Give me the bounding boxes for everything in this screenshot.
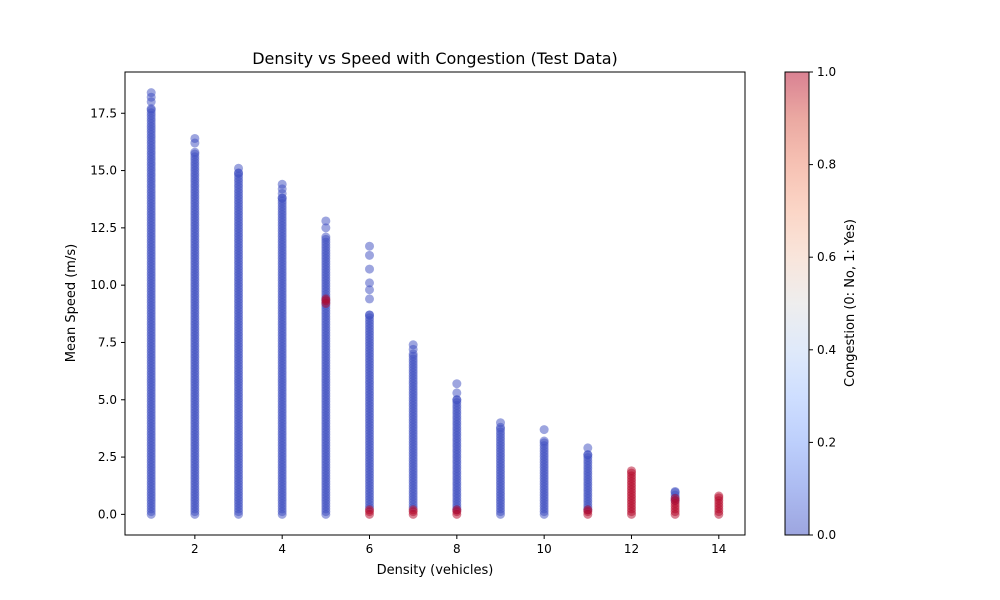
colorbar-ticks: 0.0 0.2 0.4 0.6 0.8 1.0 [809,65,836,542]
scatter-point-no-congestion [190,133,200,143]
colorbar-frame [784,71,810,536]
scatter-points [146,88,724,519]
scatter-point-congestion [321,294,331,304]
y-tick-label: 5.0 [98,393,117,407]
scatter-point-no-congestion [365,278,375,288]
colorbar-tick-label: 0.8 [817,158,836,172]
scatter-point-congestion [670,493,680,503]
y-tick-label: 0.0 [98,507,117,521]
x-axis: 2 4 6 8 10 12 14 [191,535,726,556]
x-tick-label: 4 [278,542,286,556]
chart-title: Density vs Speed with Congestion (Test D… [252,49,618,68]
y-tick-label: 2.5 [98,450,117,464]
scatter-point-no-congestion [539,425,549,435]
colorbar-tick-label: 0.2 [817,435,836,449]
scatter-point-congestion [714,491,724,501]
scatter-point-no-congestion [321,216,331,226]
y-axis-label: Mean Speed (m/s) [64,244,79,362]
x-tick-label: 14 [711,542,726,556]
scatter-point-no-congestion [670,486,680,496]
scatter-point-no-congestion [321,223,331,233]
scatter-point-congestion [408,505,418,515]
x-tick-label: 8 [453,542,461,556]
scatter-point-no-congestion [583,443,593,453]
scatter-point-no-congestion [365,241,375,251]
scatter-point-no-congestion [365,250,375,260]
scatter-point-congestion [583,505,593,515]
colorbar-tick-label: 1.0 [817,65,836,79]
colorbar-label: Congestion (0: No, 1: Yes) [843,219,858,387]
scatter-point-no-congestion [365,285,375,295]
scatter-point-no-congestion [452,379,462,389]
scatter-point-congestion [626,466,636,476]
scatter-point-no-congestion [495,418,505,428]
colorbar: 0.0 0.2 0.4 0.6 0.8 1.0 Congestion (0: No, 1:… [784,65,858,542]
scatter-point-no-congestion [321,232,331,242]
scatter-point-no-congestion [365,264,375,274]
scatter-point-no-congestion [234,163,244,173]
y-tick-label: 17.5 [90,106,117,120]
scatter-point-no-congestion [452,395,462,405]
scatter-point-no-congestion [277,179,287,189]
x-tick-label: 12 [624,542,639,556]
colorbar-gradient [785,72,809,535]
y-tick-label: 15.0 [90,164,117,178]
y-tick-label: 10.0 [90,278,117,292]
x-tick-label: 6 [366,542,374,556]
colorbar-tick-label: 0.0 [817,528,836,542]
scatter-point-no-congestion [146,104,156,114]
scatter-point-congestion [452,505,462,515]
scatter-point-no-congestion [539,436,549,446]
y-tick-label: 12.5 [90,221,117,235]
scatter-point-congestion [365,505,375,515]
x-axis-label: Density (vehicles) [377,563,494,578]
scatter-point-no-congestion [583,450,593,460]
scatter-point-no-congestion [146,88,156,98]
scatter-point-no-congestion [408,340,418,350]
x-tick-label: 10 [537,542,552,556]
scatter-point-no-congestion [190,147,200,157]
y-axis: 0.0 2.5 5.0 7.5 10.0 12.5 15.0 17.5 [90,106,125,521]
y-tick-label: 7.5 [98,335,117,349]
x-tick-label: 2 [191,542,199,556]
plot-frame [124,71,746,536]
scatter-point-no-congestion [452,388,462,398]
scatter-point-no-congestion [365,310,375,320]
colorbar-tick-label: 0.4 [817,343,836,357]
colorbar-tick-label: 0.6 [817,250,836,264]
scatter-point-no-congestion [365,294,375,304]
